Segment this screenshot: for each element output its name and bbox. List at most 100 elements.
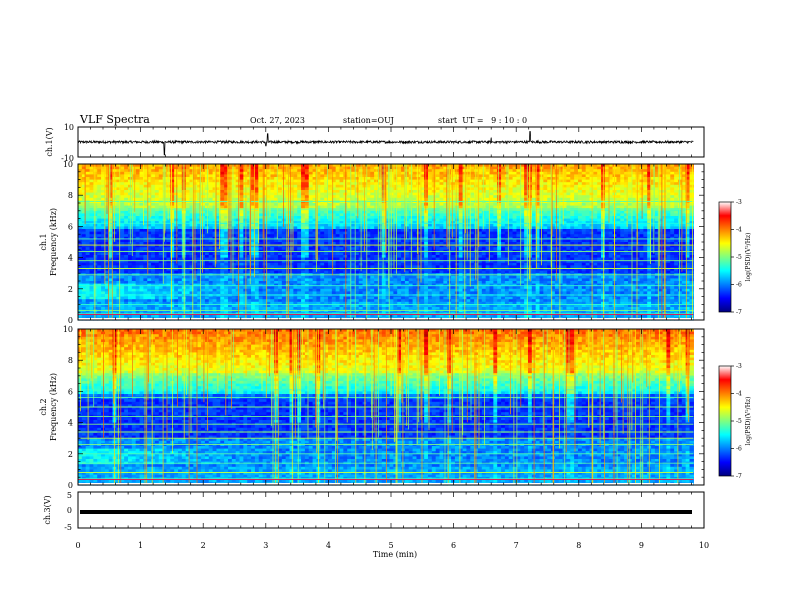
spectrogram-cell [162,242,168,246]
spectrogram-cell [135,229,141,233]
spectrogram-cell [112,247,118,251]
spectrogram-cell [170,213,175,217]
spectrogram-cell [104,242,110,246]
spectrogram-cell [131,226,137,230]
spectrogram-cell [85,244,91,248]
spectrogram-cell [189,200,194,204]
spectrogram-cell [108,278,114,282]
spectrogram-cell [108,223,114,227]
spectrogram-cell [108,234,114,238]
spectrogram-cell [174,307,179,311]
spectrogram-cell [112,294,118,298]
spectrogram-cell [147,281,152,285]
spectrogram-cell [154,270,160,274]
spectrogram-cell [97,294,102,298]
spectrogram-cell [108,314,114,318]
spectrogram-cell [116,210,121,214]
spectrogram-cell [89,192,94,196]
spectrogram-cell [108,213,114,217]
spectrogram-cell [124,260,129,264]
spectrogram-cell [151,304,156,308]
spectrogram-cell [89,195,94,199]
spectrogram-cell [158,304,164,308]
spectrogram-cell [135,197,141,201]
spectrogram-cell [97,174,102,178]
spectrogram-cell [124,244,129,248]
spectrogram-cell [93,257,98,261]
spectrogram-cell [131,190,137,194]
spectrogram-cell [158,286,164,290]
spectrogram-cell [189,216,194,220]
spectrogram-cell [120,182,125,186]
spectrogram-cell [189,179,194,183]
spectrogram-cell [108,226,114,230]
spectrogram-cell [93,221,98,225]
spectrogram-cell [139,260,144,264]
spectrogram-cell [93,166,98,170]
spectrogram-cell [147,177,152,181]
spectrogram-cell [143,179,148,183]
spectrogram-cell [81,216,87,220]
spectrogram-cell [174,309,179,313]
spectrogram-cell [139,281,144,285]
spectrogram-cell [178,296,183,300]
spectrogram-cell [162,262,168,266]
spectrogram-cell [158,190,164,194]
spectrogram-cell [108,229,114,233]
spectrogram-cell [166,294,171,298]
spectrogram-cell [143,268,148,272]
spectrogram-cell [120,192,125,196]
spectrogram-cell [178,205,183,209]
spectrogram-cell [112,260,118,264]
spectrogram-cell [135,200,141,204]
spectrogram-cell [104,252,110,256]
spectrogram-cell [112,281,118,285]
spectrogram-cell [116,239,121,243]
ch1-spectrogram-panel: ch.1 Frequency (kHz) [39,163,705,321]
spectrogram-cell [158,247,164,251]
spectrogram-cell [120,213,125,217]
spectrogram-cell [112,268,118,272]
spectrogram-cell [143,218,148,222]
spectrogram-cell [116,226,121,230]
spectrogram-cell [108,242,114,246]
spectrogram-cell [158,275,164,279]
spectrogram-cell [124,283,129,287]
spectrogram-cell [101,223,106,227]
spectrogram-cell [116,278,121,282]
spectrogram-cell [154,169,160,173]
spectrogram-cell [81,208,87,212]
spectrogram-cell [147,195,152,199]
spectrogram-cell [143,234,148,238]
spectrogram-cell [154,247,160,251]
spectrogram-cell [151,169,156,173]
spectrogram-cell [112,275,118,279]
spectrogram-cell [135,187,141,191]
spectrogram-cell [89,296,94,300]
spectrogram-cell [81,255,87,259]
spectrogram-cell [135,299,141,303]
spectrogram-cell [101,179,106,183]
spectrogram-cell [85,275,91,279]
spectrogram-cell [147,244,152,248]
spectrogram-cell [78,278,83,282]
spectrogram-cell [120,239,125,243]
spectrogram-cell [151,247,156,251]
spectrogram-cell [147,164,152,168]
ch1-waveform-ylabel: ch.1(V) [45,127,54,156]
spectrogram-cell [143,208,148,212]
spectrogram-cell [128,309,133,313]
spectrogram-cell [93,252,98,256]
spectrogram-cell [97,200,102,204]
spectrogram-cell [170,281,175,285]
spectrogram-cell [120,210,125,214]
spectrogram-cell [131,309,137,313]
spectrogram-cell [120,234,125,238]
spectrogram-cell [81,190,87,194]
spectrogram-cell [124,229,129,233]
spectrogram-cell [139,270,144,274]
spectrogram-cell [147,179,152,183]
spectrogram-cell [93,229,98,233]
spectrogram-cell [166,286,171,290]
spectrogram-cell [178,278,183,282]
